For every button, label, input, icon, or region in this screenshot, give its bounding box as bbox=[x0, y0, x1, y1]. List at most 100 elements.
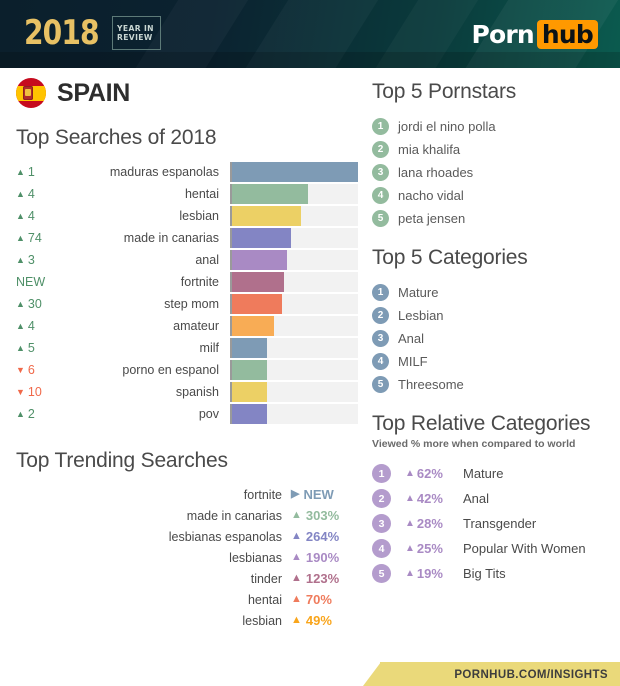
relative-percent-value: 25% bbox=[416, 541, 443, 556]
rank-badge: 3 bbox=[372, 164, 389, 181]
relative-percent: ▲ 25% bbox=[405, 541, 463, 556]
search-term-label: milf bbox=[199, 341, 219, 355]
arrow-down-icon: ▼ bbox=[16, 364, 25, 375]
flag-coat-of-arms bbox=[23, 86, 33, 100]
top-searches-title: Top Searches of 2018 bbox=[16, 126, 217, 149]
rank-badge: 4 bbox=[372, 539, 391, 558]
search-row: ▲ 4 lesbian bbox=[16, 205, 358, 227]
rank-change: ▲ 1 bbox=[16, 165, 62, 179]
categories-title: Top 5 Categories bbox=[372, 246, 528, 269]
bar-track bbox=[230, 184, 358, 204]
relative-category-label: Anal bbox=[463, 491, 490, 506]
brand-text-porn: Porn bbox=[471, 20, 534, 49]
rank-change-value: 4 bbox=[27, 209, 35, 223]
arrow-up-icon: ▲ bbox=[291, 509, 302, 521]
country-name: SPAIN bbox=[57, 78, 131, 107]
rank-change-value: 4 bbox=[27, 319, 35, 333]
bar-track bbox=[230, 272, 358, 292]
trending-term-label: made in canarias bbox=[186, 508, 282, 523]
search-row: ▲ 30 step mom bbox=[16, 293, 358, 315]
trending-value: ▲ 49% bbox=[282, 613, 358, 628]
list-item-label: nacho vidal bbox=[398, 188, 464, 203]
search-row: ▼ 6 porno en espanol bbox=[16, 359, 358, 381]
rank-badge: 2 bbox=[372, 307, 389, 324]
rank-change-value: 3 bbox=[27, 253, 35, 267]
trending-term-label: fortnite bbox=[243, 487, 282, 502]
trending-value-text: 264% bbox=[305, 529, 340, 544]
rank-change: ▲ 4 bbox=[16, 187, 62, 201]
footer-url[interactable]: PORNHUB.COM/INSIGHTS bbox=[454, 669, 608, 681]
trending-section: Top Trending Searches fortnite ▶ NEW made i… bbox=[16, 449, 358, 631]
year-in-review-logo: 2018 YEAR IN REVIEW bbox=[24, 16, 162, 50]
bar-track bbox=[230, 294, 358, 314]
search-row: ▲ 3 anal bbox=[16, 249, 358, 271]
search-row: ▲ 4 amateur bbox=[16, 315, 358, 337]
relative-percent-value: 19% bbox=[416, 566, 443, 581]
rank-badge: 5 bbox=[372, 210, 389, 227]
relative-percent-value: 62% bbox=[416, 466, 443, 481]
pornstars-title: Top 5 Pornstars bbox=[372, 80, 517, 103]
rank-badge: 1 bbox=[372, 464, 391, 483]
footer-banner bbox=[363, 662, 620, 686]
left-column: SPAIN Top Searches of 2018 ▲ 1 maduras esp… bbox=[16, 78, 358, 631]
arrow-up-icon: ▲ bbox=[16, 210, 25, 221]
header-bottom-band bbox=[0, 52, 620, 68]
page-footer: PORNHUB.COM/INSIGHTS bbox=[0, 656, 620, 686]
trending-value-text: 49% bbox=[305, 613, 332, 628]
trending-term-label: lesbianas bbox=[229, 550, 282, 565]
rank-badge: 1 bbox=[372, 118, 389, 135]
trending-value-text: 70% bbox=[305, 592, 332, 607]
categories-list: 1 Mature 2 Lesbian 3 Anal 4 MILF 5 Threesome bbox=[372, 281, 610, 396]
rank-badge: 5 bbox=[372, 564, 391, 583]
arrow-up-icon: ▲ bbox=[16, 408, 25, 419]
pornhub-logo[interactable]: Porn hub bbox=[471, 20, 598, 49]
arrow-up-icon: ▲ bbox=[16, 188, 25, 199]
rank-badge: 4 bbox=[372, 187, 389, 204]
search-row: ▲ 2 pov bbox=[16, 403, 358, 425]
rank-change-value: 5 bbox=[27, 341, 35, 355]
relative-percent-value: 28% bbox=[416, 516, 443, 531]
rank-change: ▲ 2 bbox=[16, 407, 62, 421]
trending-row: lesbianas ▲ 190% bbox=[16, 547, 358, 568]
trending-row: lesbianas espanolas ▲ 264% bbox=[16, 526, 358, 547]
search-term-label: anal bbox=[195, 253, 219, 267]
rank-change: ▲ 4 bbox=[16, 209, 62, 223]
bar-track bbox=[230, 404, 358, 424]
pornstar-row: 2 mia khalifa bbox=[372, 138, 610, 161]
bar-track bbox=[230, 206, 358, 226]
list-item-label: Mature bbox=[398, 285, 439, 300]
category-row: 5 Threesome bbox=[372, 373, 610, 396]
trending-title: Top Trending Searches bbox=[16, 449, 228, 472]
relative-percent: ▲ 42% bbox=[405, 491, 463, 506]
trending-value: ▲ 190% bbox=[282, 550, 358, 565]
rank-badge: 4 bbox=[372, 353, 389, 370]
bar-fill bbox=[232, 206, 302, 226]
search-term-label: hentai bbox=[184, 187, 219, 201]
trending-row: hentai ▲ 70% bbox=[16, 589, 358, 610]
list-item-label: jordi el nino polla bbox=[398, 119, 496, 134]
search-term-label: fortnite bbox=[180, 275, 219, 289]
arrow-up-icon: ▲ bbox=[16, 232, 25, 243]
bar-track bbox=[230, 162, 358, 182]
bar-fill bbox=[232, 316, 274, 336]
category-row: 3 Anal bbox=[372, 327, 610, 350]
arrow-up-icon: ▲ bbox=[291, 572, 302, 584]
category-row: 2 Lesbian bbox=[372, 304, 610, 327]
trending-term-label: tinder bbox=[250, 571, 282, 586]
rank-change-value: 1 bbox=[27, 165, 35, 179]
arrow-up-icon: ▲ bbox=[16, 254, 25, 265]
rank-change: ▼ 6 bbox=[16, 363, 62, 377]
bar-fill bbox=[232, 272, 284, 292]
bar-fill bbox=[232, 184, 308, 204]
search-term-label: step mom bbox=[164, 297, 219, 311]
category-row: 1 Mature bbox=[372, 281, 610, 304]
rank-badge: 5 bbox=[372, 376, 389, 393]
bar-fill bbox=[232, 228, 292, 248]
trending-value: ▲ 70% bbox=[282, 592, 358, 607]
bar-track bbox=[230, 382, 358, 402]
rank-change-value: 4 bbox=[27, 187, 35, 201]
relative-category-row: 4 ▲ 25% Popular With Women bbox=[372, 536, 610, 561]
relative-category-row: 2 ▲ 42% Anal bbox=[372, 486, 610, 511]
search-row: ▼ 10 spanish bbox=[16, 381, 358, 403]
